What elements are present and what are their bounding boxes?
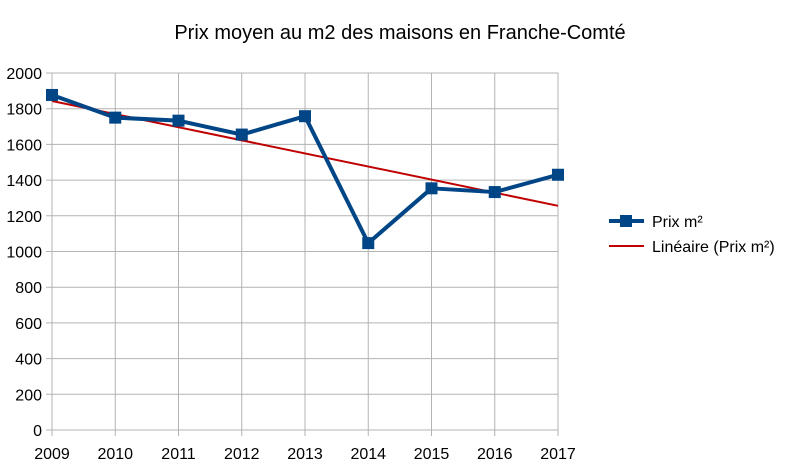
chart-title: Prix moyen au m2 des maisons en Franche-… — [174, 22, 625, 44]
data-point-marker — [552, 168, 564, 181]
y-axis-ticks: 0 200 400 600 800 1000 1200 1400 1600 1800 2000 — [6, 66, 42, 440]
legend-trend-label: Linéaire (Prix m²) — [652, 239, 775, 256]
y-tick-label: 600 — [15, 316, 42, 333]
legend-series-swatch-marker — [620, 215, 632, 227]
series-group — [46, 88, 564, 250]
data-point-marker — [172, 114, 185, 127]
y-tick-label: 2000 — [6, 66, 42, 83]
y-tick-label: 0 — [33, 423, 42, 440]
y-tick-label: 200 — [15, 387, 42, 404]
data-point-marker — [488, 186, 501, 199]
y-tick-label: 1600 — [6, 137, 42, 154]
grid-lines — [46, 72, 559, 436]
legend-series-label: Prix m² — [652, 214, 703, 231]
y-tick-label: 1000 — [6, 245, 42, 262]
data-point-marker — [362, 237, 375, 250]
y-tick-label: 400 — [15, 352, 42, 369]
data-point-marker — [235, 128, 248, 141]
x-tick-label: 2011 — [161, 446, 196, 463]
legend: Prix m² Linéaire (Prix m²) — [609, 214, 775, 256]
x-tick-label: 2009 — [34, 446, 70, 463]
x-tick-label: 2010 — [97, 446, 133, 463]
y-tick-label: 800 — [15, 280, 42, 297]
data-point-marker — [46, 88, 58, 101]
x-tick-label: 2017 — [540, 446, 576, 463]
x-tick-label: 2014 — [350, 446, 386, 463]
x-axis-ticks: 2009 2010 2011 2012 2013 2014 2015 2016 2017 — [34, 446, 576, 463]
x-tick-label: 2015 — [414, 446, 450, 463]
y-tick-label: 1400 — [6, 173, 42, 190]
x-tick-label: 2016 — [477, 446, 513, 463]
data-point-marker — [109, 111, 122, 124]
x-tick-label: 2012 — [224, 446, 260, 463]
x-tick-label: 2013 — [287, 446, 323, 463]
y-tick-label: 1200 — [6, 209, 42, 226]
data-point-marker — [299, 110, 311, 123]
y-tick-label: 1800 — [6, 102, 42, 119]
data-point-marker — [425, 182, 438, 195]
